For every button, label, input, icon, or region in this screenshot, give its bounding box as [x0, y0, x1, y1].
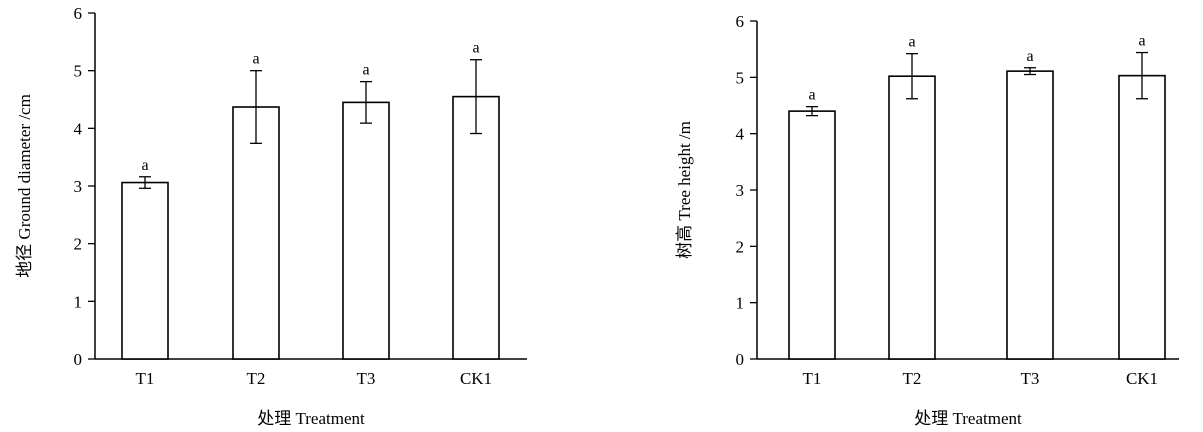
- bar-t3: [342, 101, 390, 360]
- significance-label: a: [252, 51, 259, 68]
- significance-label: a: [808, 87, 815, 104]
- y-tick-label: 1: [74, 292, 83, 311]
- chart-tree-height: 处理 Treatment 树高 Tree height /m 0 1 2 3 4 5 6 a T…: [675, 12, 1179, 428]
- y-tick-label: 4: [74, 119, 83, 138]
- significance-label: a: [141, 157, 148, 174]
- bar-ck1: [1118, 74, 1166, 360]
- bar-t1: [121, 181, 169, 360]
- bar-t3: [1006, 70, 1054, 360]
- category-label-t2: T2: [903, 369, 922, 388]
- y-tick-label: 3: [736, 181, 745, 200]
- y-tick-label: 5: [74, 62, 83, 81]
- significance-label: a: [1026, 48, 1033, 65]
- category-label-t2: T2: [247, 369, 266, 388]
- significance-label: a: [1138, 33, 1145, 50]
- category-label-t1: T1: [136, 369, 155, 388]
- y-axis-label: 地径 Ground diameter /cm: [15, 94, 34, 278]
- significance-label: a: [908, 34, 915, 51]
- significance-label: a: [472, 40, 479, 57]
- bar-ck1: [452, 95, 500, 360]
- category-label-t3: T3: [357, 369, 376, 388]
- category-label-ck1: CK1: [460, 369, 492, 388]
- chart-ground-diameter: 处理 Treatment 地径 Ground diameter /cm 0 1 2 3…: [15, 4, 527, 428]
- x-axis-label: 处理 Treatment: [914, 409, 1022, 428]
- bar-t2: [888, 75, 936, 360]
- bar-t1: [788, 110, 836, 360]
- category-label-t3: T3: [1021, 369, 1040, 388]
- y-tick-label: 4: [736, 125, 745, 144]
- y-tick-label: 0: [74, 350, 83, 369]
- y-tick-label: 2: [736, 237, 745, 256]
- category-label-ck1: CK1: [1126, 369, 1158, 388]
- category-label-t1: T1: [803, 369, 822, 388]
- y-tick-label: 6: [736, 12, 745, 31]
- y-tick-label: 6: [74, 4, 83, 23]
- y-tick-label: 3: [74, 177, 83, 196]
- y-tick-label: 0: [736, 350, 745, 369]
- y-tick-label: 5: [736, 68, 745, 87]
- significance-label: a: [362, 62, 369, 79]
- y-tick-label: 1: [736, 294, 745, 313]
- bar-t2: [232, 106, 280, 360]
- x-axis-label: 处理 Treatment: [257, 409, 365, 428]
- y-axis-label: 树高 Tree height /m: [675, 121, 694, 259]
- y-tick-label: 2: [74, 235, 83, 254]
